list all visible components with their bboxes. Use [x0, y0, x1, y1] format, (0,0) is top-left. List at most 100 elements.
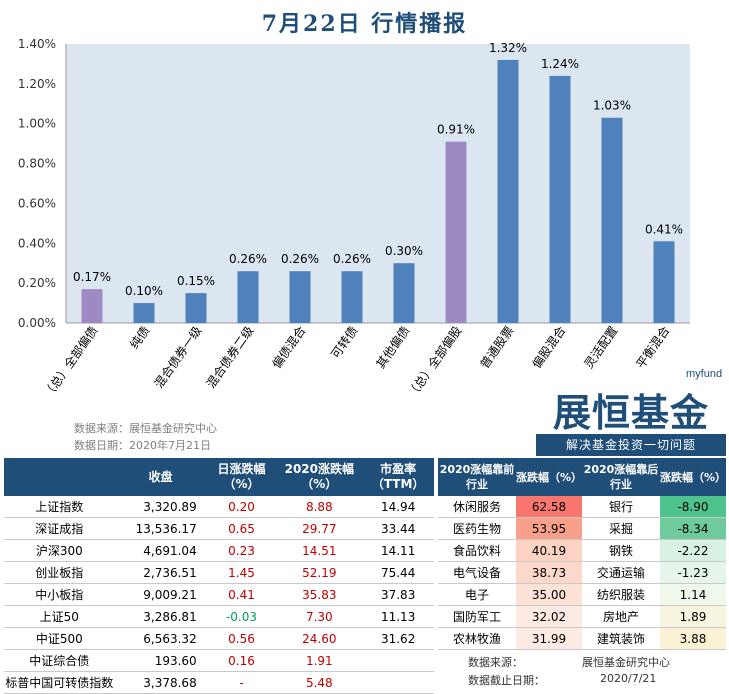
bar: [445, 141, 467, 323]
index-ytd-change: 24.60: [276, 627, 363, 650]
data-label: 0.26%: [333, 252, 371, 266]
bar-chart: 0.00% 0.20% 0.40% 0.60% 0.80% 1.00% 1.20% 1.40%…: [18, 37, 690, 401]
logo-small-text: myfund: [686, 368, 723, 380]
data-label: 0.91%: [437, 123, 475, 137]
index-close: 4,691.04: [114, 539, 207, 562]
bar: [289, 271, 311, 323]
bar: [341, 271, 363, 323]
industry-bottom-name: 银行: [582, 496, 660, 518]
industry-top-value: 31.99: [516, 627, 582, 650]
index-header-pe: 市盈率（TTM）: [362, 458, 434, 496]
index-close: 6,563.32: [114, 627, 207, 650]
industry-bottom-value: -2.22: [660, 539, 726, 562]
index-pe: 14.94: [362, 496, 434, 518]
data-label: 1.24%: [541, 57, 579, 71]
data-label: 0.30%: [385, 244, 423, 258]
index-row: 中小板指 9,009.21 0.41 35.83 37.83: [4, 583, 434, 606]
index-day-change: 0.56: [206, 627, 277, 650]
bar: [237, 271, 259, 323]
index-pe: 33.44: [362, 517, 434, 540]
industry-header-top-val: 涨跌幅（%）: [516, 458, 582, 496]
industry-header-top: 2020涨幅靠前行业: [438, 458, 516, 496]
index-close: 9,009.21: [114, 583, 207, 606]
y-tick-label: 1.40%: [18, 37, 56, 51]
date-line: 数据日期：2020年7月21日: [74, 439, 211, 452]
industry-row: 电子 35.00 纺织服装 1.14: [438, 583, 726, 606]
bar: [81, 289, 103, 323]
index-pe: [362, 649, 434, 672]
index-ytd-change: 7.30: [276, 605, 363, 628]
data-label: 0.15%: [177, 274, 215, 288]
index-row: 上证50 3,286.81 -0.03 7.30 11.13: [4, 605, 434, 628]
industry-row: 农林牧渔 31.99 建筑装饰 3.88: [438, 627, 726, 650]
y-tick-label: 1.00%: [18, 117, 56, 131]
index-pe: 14.11: [362, 539, 434, 562]
category-label: 偏债混合: [269, 323, 309, 371]
industry-row: 国防军工 32.02 房地产 1.89: [438, 605, 726, 628]
index-name: 沪深300: [4, 539, 115, 562]
index-pe: 75.44: [362, 561, 434, 584]
index-row: 上证指数 3,320.89 0.20 8.88 14.94: [4, 496, 434, 518]
category-label: 纯债: [127, 324, 152, 352]
category-label: 平衡混合: [633, 323, 673, 371]
plot-area: [66, 44, 690, 323]
index-row: 中证500 6,563.32 0.56 24.60 31.62: [4, 627, 434, 650]
data-label: 0.17%: [73, 270, 111, 284]
industry-bottom-value: -8.34: [660, 517, 726, 540]
index-name: 标普中国可转债指数: [4, 671, 115, 694]
index-pe: 11.13: [362, 605, 434, 628]
index-close: 3,378.68: [114, 671, 207, 694]
category-label: 混合债券一级: [151, 323, 205, 391]
index-header-name: [4, 458, 115, 496]
industry-top-value: 62.58: [516, 496, 582, 518]
bar: [549, 75, 571, 323]
index-pe: 31.62: [362, 627, 434, 650]
index-row: 中证综合债 193.60 0.16 1.91: [4, 649, 434, 672]
footer-date-value: 2020/7/21: [600, 672, 657, 685]
industry-top-name: 医药生物: [438, 517, 516, 540]
index-day-change: 0.16: [206, 649, 277, 672]
bar: [497, 59, 519, 323]
industry-top-value: 38.73: [516, 561, 582, 584]
industry-bottom-name: 钢铁: [582, 539, 660, 562]
category-label: （总）全部偏股: [404, 323, 464, 400]
footer-source-label: 数据来源：: [468, 656, 523, 669]
industry-top-name: 农林牧渔: [438, 627, 516, 650]
index-name: 创业板指: [4, 561, 115, 584]
index-name: 中证综合债: [4, 649, 115, 672]
bar: [133, 303, 155, 323]
index-row: 标普中国可转债指数 3,378.68-5.48: [4, 671, 434, 694]
y-tick-label: 0.80%: [18, 157, 56, 171]
y-tick-label: 0.20%: [18, 276, 56, 290]
industry-top-value: 35.00: [516, 583, 582, 606]
industry-bottom-value: -1.23: [660, 561, 726, 584]
data-label: 0.26%: [281, 252, 319, 266]
industry-bottom-value: 1.14: [660, 583, 726, 606]
footer-date-label: 数据截止日期：: [468, 674, 545, 687]
data-label: 0.41%: [645, 222, 683, 236]
index-row: 创业板指 2,736.51 1.45 52.19 75.44: [4, 561, 434, 584]
y-tick-label: 0.40%: [18, 236, 56, 250]
index-table: 收盘 日涨跌幅（%） 2020涨跌幅（%） 市盈率（TTM） 上证指数 3,320…: [4, 458, 434, 694]
index-close: 3,320.89: [114, 496, 207, 518]
logo: 展恒基金: [552, 390, 709, 435]
bar: [601, 117, 623, 323]
industry-header-bot: 2020涨幅靠后行业: [582, 458, 660, 496]
industry-top-name: 电气设备: [438, 561, 516, 584]
index-ytd-change: 29.77: [276, 517, 363, 540]
source-line: 数据来源：展恒基金研究中心: [74, 422, 217, 435]
industry-row: 休闲服务 62.58 银行 -8.90: [438, 496, 726, 518]
index-day-change: -: [206, 671, 277, 694]
index-day-change: 0.65: [206, 517, 277, 540]
index-ytd-change: 5.48: [276, 671, 363, 694]
industry-bottom-value: -8.90: [660, 496, 726, 518]
index-row: 沪深300 4,691.04 0.23 14.51 14.11: [4, 539, 434, 562]
industry-row: 食品饮料 40.19 钢铁 -2.22: [438, 539, 726, 562]
index-close: 13,536.17: [114, 517, 207, 540]
category-label: 混合债券二级: [203, 323, 257, 391]
y-tick-label: 1.20%: [18, 77, 56, 91]
industry-bottom-name: 采掘: [582, 517, 660, 540]
index-name: 中证500: [4, 627, 115, 650]
index-day-change: 0.20: [206, 496, 277, 518]
industry-row: 医药生物 53.95 采掘 -8.34: [438, 517, 726, 540]
